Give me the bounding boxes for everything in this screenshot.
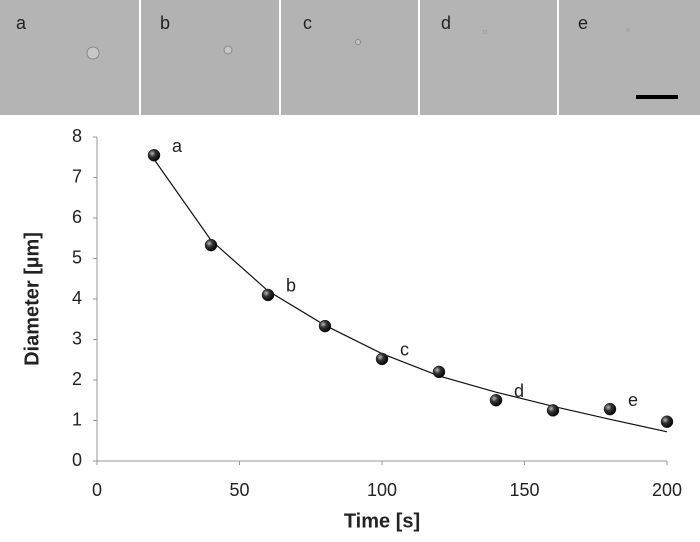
y-tick-label: 2 — [72, 369, 82, 389]
point-label: b — [286, 276, 296, 296]
panel-label: e — [578, 13, 588, 33]
data-point — [603, 402, 617, 416]
y-tick-label: 7 — [72, 166, 82, 186]
micrograph — [420, 0, 557, 115]
droplet — [223, 45, 233, 55]
data-point — [261, 288, 275, 302]
point-label: e — [628, 390, 638, 410]
y-tick-label: 5 — [72, 247, 82, 267]
micrograph — [281, 0, 418, 115]
x-tick-label: 100 — [367, 480, 397, 500]
panel-label: d — [441, 13, 451, 33]
x-tick-label: 0 — [92, 480, 102, 500]
data-point — [318, 319, 332, 333]
x-axis-title: Time [s] — [344, 510, 420, 532]
x-tick-label: 150 — [509, 480, 539, 500]
scale-bar — [636, 95, 678, 99]
y-tick-label: 0 — [72, 450, 82, 470]
point-label: a — [172, 136, 183, 156]
micrograph — [0, 0, 139, 115]
data-point — [147, 148, 161, 162]
panel-label: a — [16, 13, 27, 33]
data-point — [489, 394, 503, 407]
droplet — [626, 28, 630, 32]
data-point — [660, 415, 674, 428]
data-point — [546, 404, 560, 417]
point-label: c — [400, 340, 409, 360]
data-point — [204, 238, 218, 252]
y-tick-label: 8 — [72, 126, 82, 146]
y-tick-label: 4 — [72, 288, 82, 308]
droplet — [483, 30, 487, 34]
x-tick-label: 50 — [229, 480, 249, 500]
y-tick-label: 3 — [72, 328, 82, 348]
panel-label: b — [160, 13, 170, 33]
data-point — [375, 352, 389, 366]
droplet — [355, 39, 361, 45]
fit-line — [153, 158, 668, 433]
y-tick-label: 6 — [72, 207, 82, 227]
droplet — [86, 46, 100, 60]
y-tick-label: 1 — [72, 409, 82, 429]
data-point — [432, 365, 446, 379]
x-tick-label: 200 — [652, 480, 682, 500]
micrograph — [141, 0, 279, 115]
y-axis-title: Diameter [µm] — [21, 232, 43, 366]
panel-label: c — [303, 13, 312, 33]
micrographs — [0, 0, 700, 115]
point-label: d — [514, 381, 524, 401]
